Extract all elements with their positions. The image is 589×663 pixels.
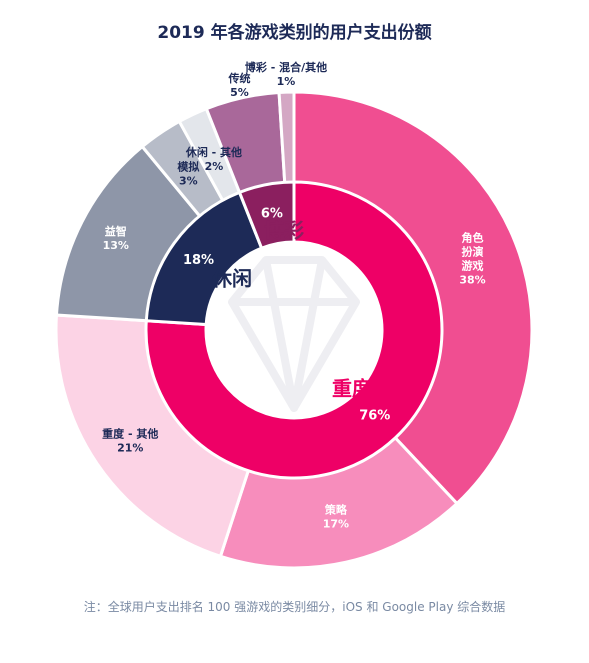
inner-category-label: 重度 — [332, 377, 373, 401]
outer-value-label: 5% — [230, 86, 249, 99]
outer-value-label: 17% — [323, 517, 349, 530]
outer-value-label: 21% — [117, 441, 143, 454]
inner-value-label: 18% — [183, 253, 214, 268]
chart-footnote: 注：全球用户支出排名 100 强游戏的类别细分，iOS 和 Google Pla… — [83, 600, 506, 614]
outer-category-label: 策略 — [324, 502, 348, 516]
outer-value-label: 1% — [277, 75, 296, 88]
inner-value-label: 76% — [359, 409, 390, 424]
outer-category-label: 模拟 — [177, 160, 199, 174]
outer-category-label: 益智 — [105, 224, 127, 238]
outer-category-label: 游戏 — [462, 258, 484, 272]
outer-category-label: 传统 — [227, 71, 250, 85]
outer-category-label: 重度 - 其他 — [102, 426, 158, 440]
outer-value-label: 3% — [179, 175, 198, 188]
outer-value-label: 2% — [205, 160, 224, 173]
inner-category-label: 博彩 — [264, 219, 304, 243]
donut-hole — [207, 243, 381, 417]
inner-slice-2 — [237, 180, 296, 251]
inner-category-label: 休闲 — [211, 267, 252, 291]
outer-value-label: 13% — [103, 239, 129, 252]
inner-value-label: 6% — [261, 207, 283, 222]
outer-value-label: 38% — [459, 273, 485, 286]
outer-category-label: 扮演 — [462, 244, 484, 258]
outer-category-label: 角色 — [462, 230, 484, 244]
chart-title: 2019 年各游戏类别的用户支出份额 — [157, 23, 432, 43]
inner-slice-0 — [144, 180, 444, 480]
outer-category-label: 休闲 - 其他 — [185, 145, 242, 159]
outer-category-label: 博彩 - 混合/其他 — [245, 60, 327, 74]
diamond-watermark-icon — [228, 256, 360, 412]
